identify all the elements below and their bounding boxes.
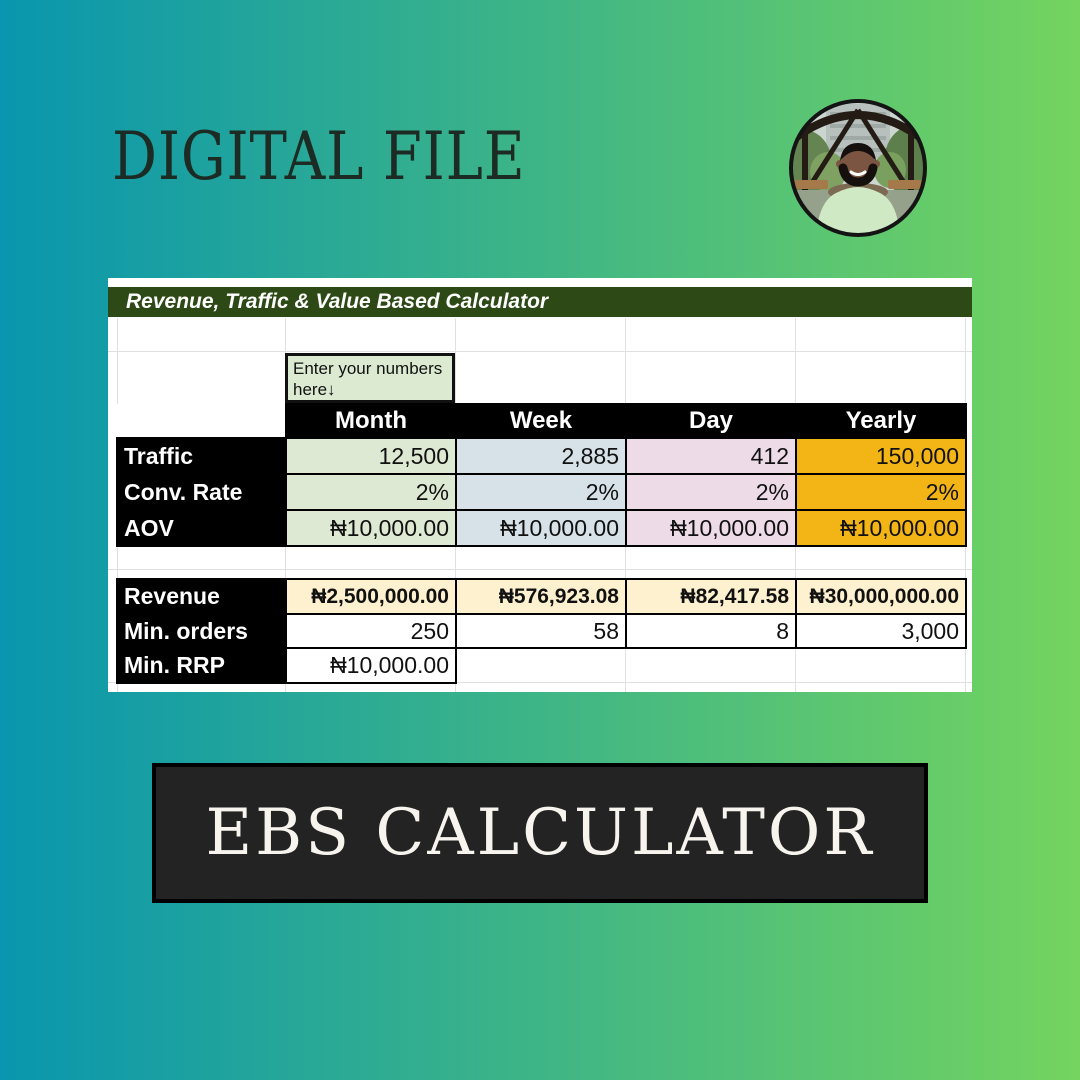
table-row: Traffic 12,500 2,885 412 150,000: [116, 437, 967, 475]
gridline-h: [108, 569, 972, 570]
table-row: Min. RRP ₦10,000.00: [116, 647, 966, 684]
col-header-week: Week: [455, 403, 627, 439]
cell-conv-rate-week[interactable]: 2%: [455, 473, 627, 511]
cell-traffic-yearly[interactable]: 150,000: [795, 437, 967, 475]
gridline-h: [108, 351, 972, 352]
cell-aov-week[interactable]: ₦10,000.00: [455, 509, 627, 547]
note-box: Enter your numbers here↓: [285, 353, 455, 403]
sheet-title: Revenue, Traffic & Value Based Calculato…: [126, 290, 549, 313]
spreadsheet-panel: Revenue, Traffic & Value Based Calculato…: [108, 278, 972, 692]
cell-min-rrp-month[interactable]: ₦10,000.00: [285, 647, 457, 684]
spacer-row: [117, 546, 966, 579]
corner-cell: [117, 404, 286, 438]
cell-conv-rate-month[interactable]: 2%: [285, 473, 457, 511]
cell-revenue-month[interactable]: ₦2,500,000.00: [285, 578, 457, 615]
empty-cell: [456, 648, 626, 683]
note-text: Enter your numbers here↓: [293, 359, 443, 400]
empty-cell: [796, 648, 966, 683]
calculator-table: Month Week Day Yearly Traffic 12,500 2,8…: [116, 403, 967, 684]
cell-min-orders-yearly[interactable]: 3,000: [795, 613, 967, 649]
cell-min-orders-week[interactable]: 58: [455, 613, 627, 649]
row-label-aov: AOV: [116, 509, 287, 547]
row-label-conv-rate: Conv. Rate: [116, 473, 287, 511]
cell-aov-day[interactable]: ₦10,000.00: [625, 509, 797, 547]
cell-min-orders-day[interactable]: 8: [625, 613, 797, 649]
col-header-yearly: Yearly: [795, 403, 967, 439]
cell-conv-rate-day[interactable]: 2%: [625, 473, 797, 511]
empty-cell: [626, 648, 796, 683]
cell-conv-rate-yearly[interactable]: 2%: [795, 473, 967, 511]
cell-revenue-day[interactable]: ₦82,417.58: [625, 578, 797, 615]
row-label-min-rrp: Min. RRP: [116, 647, 287, 684]
avatar: [788, 98, 928, 238]
cell-min-orders-month[interactable]: 250: [285, 613, 457, 649]
cell-aov-yearly[interactable]: ₦10,000.00: [795, 509, 967, 547]
row-label-traffic: Traffic: [116, 437, 287, 475]
cell-traffic-month[interactable]: 12,500: [285, 437, 457, 475]
gridline-h: [108, 682, 972, 683]
cell-traffic-day[interactable]: 412: [625, 437, 797, 475]
table-row: AOV ₦10,000.00 ₦10,000.00 ₦10,000.00 ₦10…: [116, 509, 967, 547]
page-title: DIGITAL FILE: [112, 118, 526, 195]
table-row: Min. orders 250 58 8 3,000: [116, 613, 967, 649]
spacer-cell: [117, 546, 966, 579]
cell-traffic-week[interactable]: 2,885: [455, 437, 627, 475]
table-row: Revenue ₦2,500,000.00 ₦576,923.08 ₦82,41…: [116, 578, 967, 615]
col-header-month: Month: [285, 403, 457, 439]
product-title-box: EBS CALCULATOR: [152, 763, 928, 903]
sheet-title-bar: Revenue, Traffic & Value Based Calculato…: [108, 287, 972, 317]
col-header-day: Day: [625, 403, 797, 439]
header-row: Month Week Day Yearly: [117, 403, 967, 439]
cell-revenue-week[interactable]: ₦576,923.08: [455, 578, 627, 615]
row-label-min-orders: Min. orders: [116, 613, 287, 649]
product-title: EBS CALCULATOR: [205, 796, 875, 870]
cell-aov-month[interactable]: ₦10,000.00: [285, 509, 457, 547]
row-label-revenue: Revenue: [116, 578, 287, 615]
table-row: Conv. Rate 2% 2% 2% 2%: [116, 473, 967, 511]
avatar-photo-illustration: [789, 99, 927, 237]
cell-revenue-yearly[interactable]: ₦30,000,000.00: [795, 578, 967, 615]
